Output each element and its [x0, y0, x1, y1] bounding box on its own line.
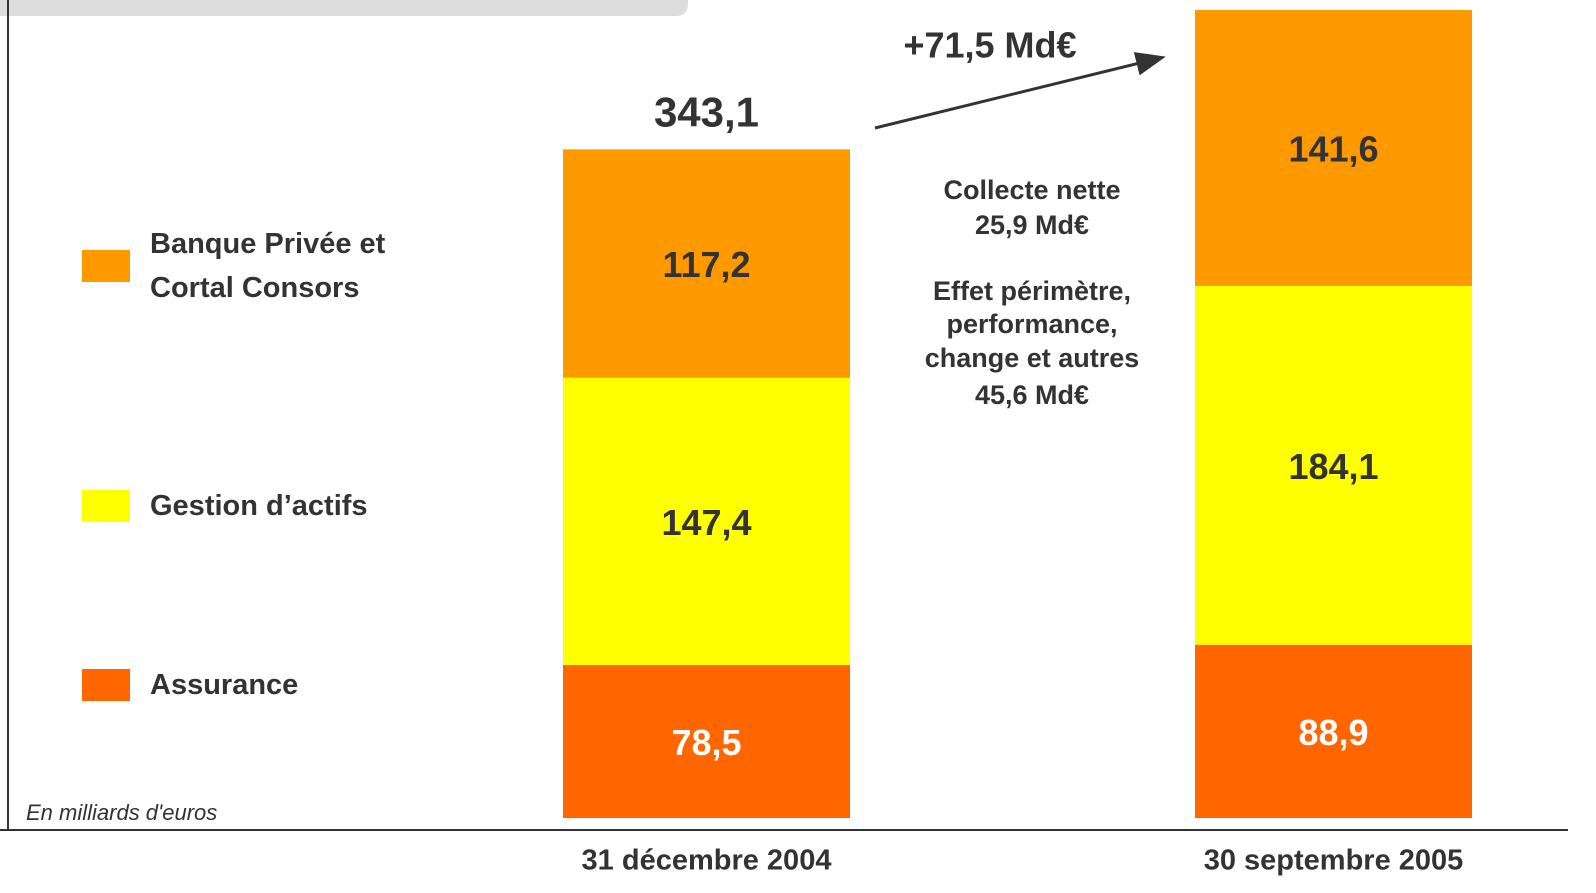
x-tick-label: 31 décembre 2004: [582, 845, 832, 877]
legend-swatch: [82, 490, 130, 522]
total-label: 343,1: [654, 88, 759, 135]
bar-segment: [563, 377, 850, 666]
bar-segment: [1195, 10, 1472, 286]
change-annotation: +71,5 Md€: [903, 25, 1076, 66]
value-label: 88,9: [1298, 712, 1368, 753]
note: change et autres: [925, 343, 1140, 373]
legend-label: Banque Privée et Cortal Consors: [150, 228, 386, 304]
note: 45,6 Md€: [975, 380, 1089, 410]
value-label: 141,6: [1288, 128, 1378, 169]
x-tick-label: 30 septembre 2005: [1204, 845, 1464, 877]
legend-item: Banque Privée et Cortal Consors: [82, 222, 410, 310]
legend-label: Gestion d’actifs: [150, 490, 368, 522]
note: Collecte nette: [943, 175, 1120, 205]
value-label: 78,5: [671, 722, 741, 763]
note: performance,: [946, 309, 1117, 339]
legend-label: Assurance: [150, 669, 299, 701]
value-label: 184,1: [1288, 446, 1378, 487]
value-label: 147,4: [661, 502, 751, 543]
bar-segment: [563, 149, 850, 378]
value-label: 117,2: [662, 244, 750, 285]
footnote: En milliards d'euros: [26, 800, 217, 825]
note: Effet périmètre,: [933, 276, 1131, 306]
bar-segment: [563, 665, 850, 818]
header-tab: [0, 0, 688, 16]
legend-swatch: [82, 250, 130, 282]
note: 25,9 Md€: [975, 210, 1089, 240]
legend-item: Assurance: [82, 663, 410, 707]
change-arrow: [874, 52, 1166, 130]
legend-item: Gestion d’actifs: [82, 484, 410, 528]
bar-segment: [1195, 644, 1472, 818]
bar-segment: [1195, 285, 1472, 645]
legend-swatch: [82, 669, 130, 701]
